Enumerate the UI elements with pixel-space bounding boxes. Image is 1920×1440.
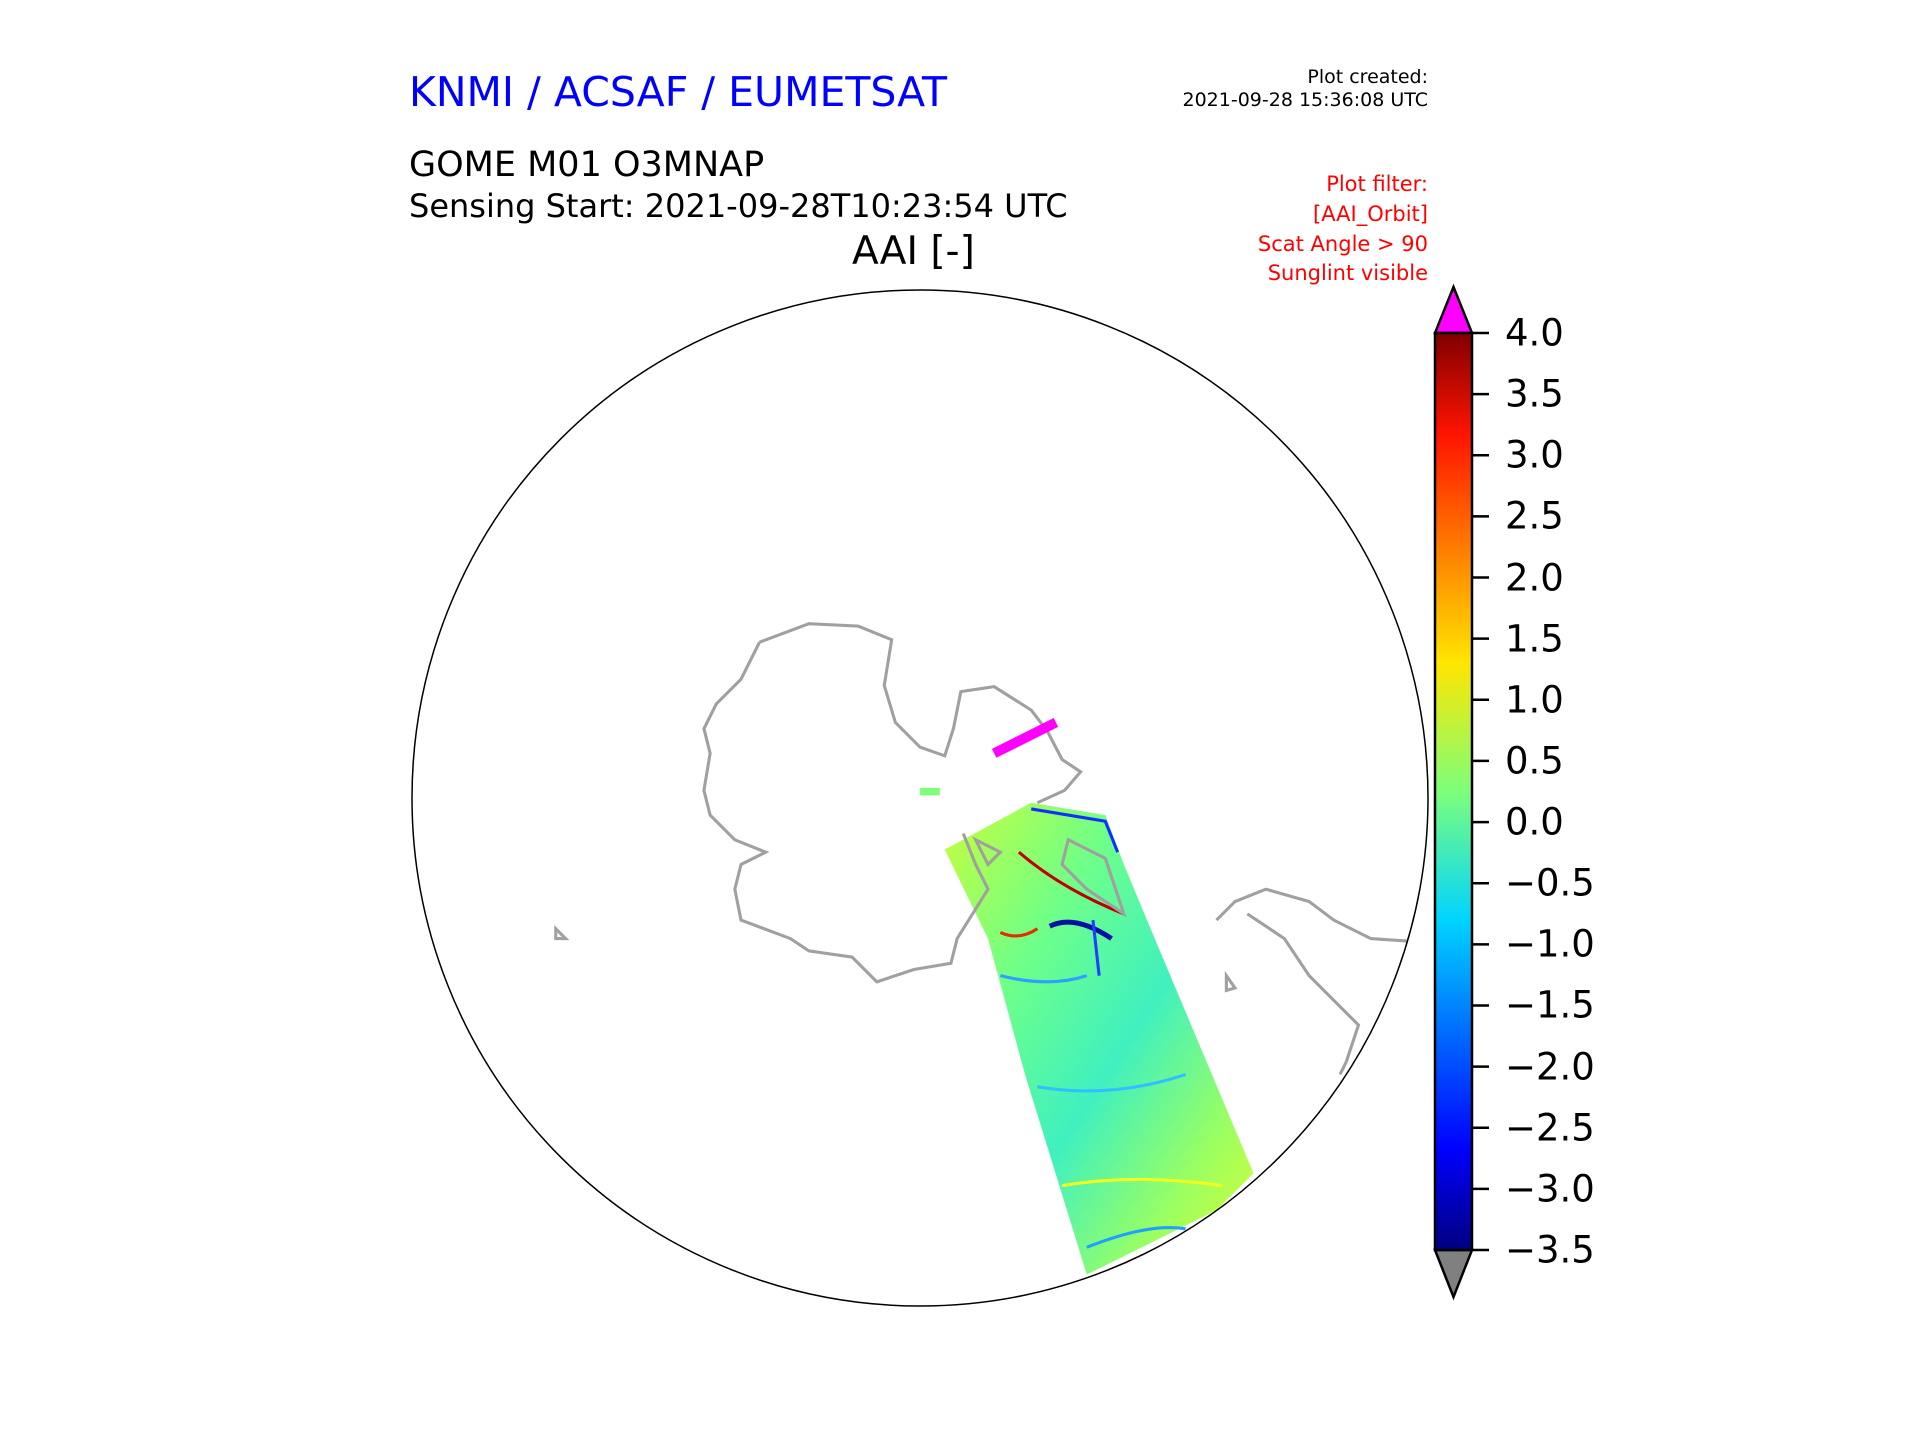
coastline-islands <box>972 836 1127 918</box>
colorbar-tick-label: 3.0 <box>1505 433 1564 477</box>
colorbar-tick-label: 0.0 <box>1505 800 1564 844</box>
colorbar-tick-label: −2.0 <box>1505 1045 1595 1089</box>
filter-line: Plot filter: <box>1326 172 1428 196</box>
colorbar-tick-label: −2.5 <box>1505 1106 1595 1150</box>
filter-line: [AAI_Orbit] <box>1313 201 1428 226</box>
colorbar-tick-label: 4.0 <box>1505 311 1564 355</box>
colorbar-tick-label: −1.0 <box>1505 922 1595 966</box>
plot-created: Plot created: 2021-09-28 15:36:08 UTC <box>1183 66 1429 112</box>
colorbar-tick-label: 1.0 <box>1505 678 1564 722</box>
colorbar <box>1433 283 1489 1301</box>
colorbar-tick-label: 1.5 <box>1505 617 1564 661</box>
coastline-north-islands <box>554 358 1238 993</box>
map-boundary <box>411 289 1429 1307</box>
filter-line: Sunglint visible <box>1267 261 1428 286</box>
plot-created-label: Plot created: <box>1307 66 1428 88</box>
variable-title: AAI [-] <box>852 229 975 274</box>
product-title: GOME M01 O3MNAP <box>409 145 765 185</box>
plot-filter: Plot filter: [AAI_Orbit] Scat Angle > 90… <box>1258 170 1428 289</box>
colorbar-tick-label: 2.0 <box>1505 556 1564 600</box>
data-swath <box>944 802 1254 1275</box>
swath-streaks <box>999 807 1223 1249</box>
sunglint-overflow-band <box>991 718 1059 758</box>
filter-line: Scat Angle > 90 <box>1257 231 1428 256</box>
colorbar-under-triangle <box>1433 1248 1474 1301</box>
colorbar-tick-label: −3.0 <box>1505 1167 1595 1211</box>
colorbar-tick-label: 3.5 <box>1505 372 1564 416</box>
colorbar-tick-label: −3.5 <box>1505 1228 1595 1272</box>
colorbar-over-triangle <box>1433 283 1474 335</box>
colorbar-tick-label: 0.5 <box>1505 739 1564 783</box>
colorbar-tick-label: −1.5 <box>1505 983 1595 1027</box>
coastline-antarctica <box>702 622 1083 984</box>
colorbar-tick-label: −0.5 <box>1505 861 1595 905</box>
small-data-patch <box>920 787 940 796</box>
colorbar-gradient <box>1433 331 1474 1252</box>
organisation-title: KNMI / ACSAF / EUMETSAT <box>409 68 948 116</box>
plot-created-time: 2021-09-28 15:36:08 UTC <box>1182 88 1429 111</box>
coastline-south-america <box>1215 887 1409 1076</box>
coastlines <box>554 358 1409 1076</box>
sensing-start: Sensing Start: 2021-09-28T10:23:54 UTC <box>409 187 1068 225</box>
colorbar-tick-label: 2.5 <box>1505 494 1564 538</box>
